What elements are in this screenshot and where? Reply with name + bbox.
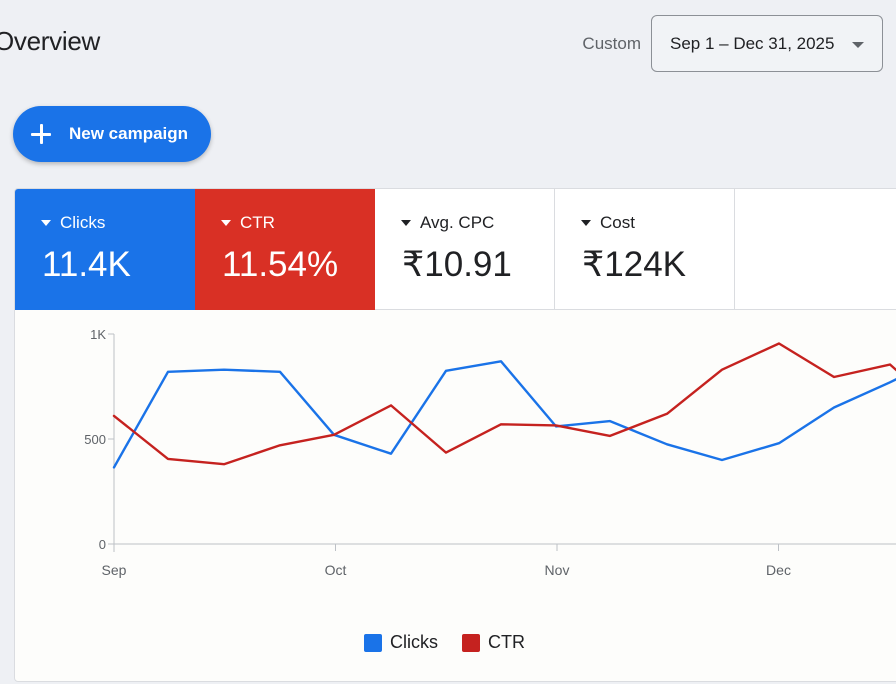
series-line-ctr	[112, 342, 896, 466]
series-line-clicks	[112, 360, 896, 469]
x-tick-label: Sep	[102, 562, 127, 578]
page-title: Overview	[0, 26, 100, 56]
dropdown-triangle-icon	[41, 220, 51, 226]
dropdown-caret-icon	[852, 42, 864, 48]
metric-tile-ctr[interactable]: CTR 11.54%	[195, 189, 375, 310]
x-tick-label: Nov	[545, 562, 570, 578]
y-tick-label: 0	[99, 537, 106, 552]
legend-label: Clicks	[390, 632, 438, 652]
dropdown-triangle-icon	[581, 220, 591, 226]
metric-value: ₹10.91	[402, 245, 512, 284]
metric-tile-avg-cpc[interactable]: Avg. CPC ₹10.91	[375, 189, 555, 310]
x-tick-label: Oct	[325, 562, 347, 578]
y-tick-label: 1K	[90, 327, 106, 342]
metric-tile-cost[interactable]: Cost ₹124K	[555, 189, 735, 310]
legend-item-clicks[interactable]: Clicks	[364, 632, 438, 653]
metric-tile-empty[interactable]	[735, 189, 896, 310]
legend-swatch-clicks	[364, 633, 382, 652]
metric-name: Clicks	[60, 213, 106, 232]
metric-tile-clicks[interactable]: Clicks 11.4K	[15, 189, 195, 310]
new-campaign-label: New campaign	[69, 124, 189, 143]
date-range-type-label: Custom	[582, 34, 641, 53]
date-range-value: Sep 1 – Dec 31, 2025	[670, 33, 835, 53]
metric-value: 11.54%	[222, 245, 339, 284]
metric-name: Cost	[600, 213, 635, 232]
metric-value: ₹124K	[582, 245, 687, 284]
y-tick-label: 500	[84, 432, 106, 447]
chart-legend: Clicks CTR	[364, 632, 549, 653]
date-range-picker[interactable]: Sep 1 – Dec 31, 2025	[651, 15, 883, 72]
new-campaign-button[interactable]: New campaign	[13, 106, 211, 162]
x-tick-label: Dec	[766, 562, 791, 578]
metric-name: Avg. CPC	[420, 213, 495, 232]
legend-item-ctr[interactable]: CTR	[462, 632, 525, 653]
legend-swatch-ctr	[462, 633, 480, 652]
metric-value: 11.4K	[42, 245, 131, 284]
legend-label: CTR	[488, 632, 525, 652]
performance-card: Clicks 11.4K CTR 11.54% Avg. CPC ₹10.91 …	[14, 188, 896, 682]
dropdown-triangle-icon	[401, 220, 411, 226]
metric-name: CTR	[240, 213, 275, 232]
dropdown-triangle-icon	[221, 220, 231, 226]
metric-tiles: Clicks 11.4K CTR 11.54% Avg. CPC ₹10.91 …	[15, 189, 896, 310]
plus-icon	[31, 124, 51, 144]
